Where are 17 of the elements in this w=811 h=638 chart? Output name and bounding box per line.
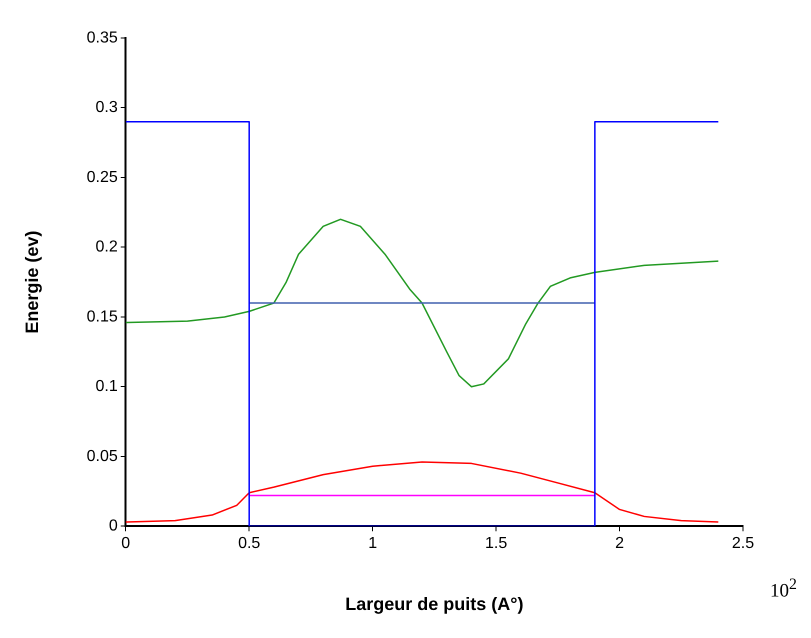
text: 10$^{2}$ (770, 576, 797, 602)
y-tick-label: 0.1 (95, 378, 118, 396)
x-axis-title: Largeur de puits (A°) (345, 594, 524, 614)
x-tick-label: 1 (368, 535, 378, 552)
x-tick-label: 2 (615, 535, 624, 552)
y-tick-label: 0.15 (86, 308, 118, 326)
x-tick-label: 2.5 (732, 535, 754, 552)
y-tick-label: 0 (108, 518, 118, 535)
y-axis-title: Energie (ev) (22, 230, 42, 334)
y-tick-label: 0.35 (86, 29, 118, 46)
x-tick-label: 1.5 (484, 535, 508, 552)
y-tick-label: 0.2 (95, 238, 118, 256)
y-tick-label: 0.25 (86, 168, 118, 186)
x-tick-label: 0 (121, 535, 130, 552)
x-tick-label: 0.5 (238, 535, 260, 552)
y-tick-label: 0.05 (86, 448, 118, 465)
y-tick-label: 0.3 (95, 99, 118, 116)
